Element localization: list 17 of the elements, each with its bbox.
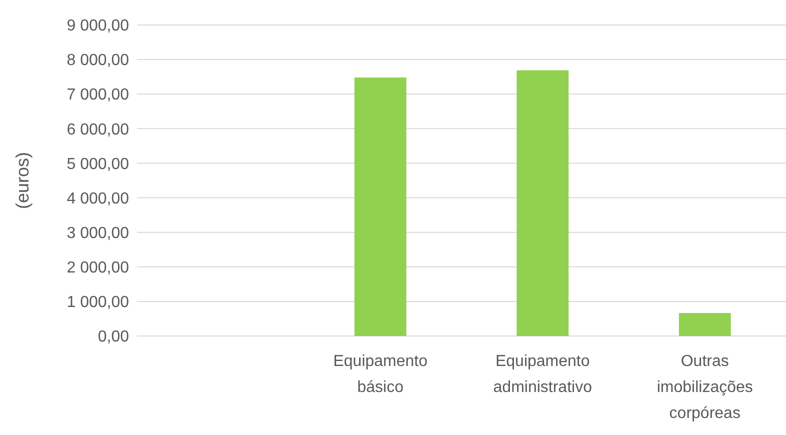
y-tick-label: 4 000,00	[66, 190, 130, 208]
bar	[678, 313, 731, 336]
y-tick-label: 6 000,00	[66, 121, 130, 138]
y-tick-label: 2 000,00	[66, 259, 130, 276]
x-tick-label: Outras imobilizações corpóreas	[656, 353, 753, 422]
y-axis-title: (euros)	[12, 152, 32, 210]
x-tick-label: Equipamento administrativo	[493, 353, 592, 396]
x-tick-label: Equipamento básico	[333, 353, 428, 396]
bar	[516, 70, 569, 336]
y-tick-label: 9 000,00	[66, 18, 130, 35]
bar	[354, 78, 406, 336]
y-tick-label: 3 000,00	[66, 224, 130, 242]
y-tick-label: 5 000,00	[66, 156, 130, 173]
y-tick-label: 7 000,00	[66, 86, 130, 104]
y-tick-label: 0,00	[98, 328, 130, 346]
y-tick-label: 8 000,00	[66, 52, 130, 70]
y-tick-label: 1 000,00	[66, 294, 130, 312]
